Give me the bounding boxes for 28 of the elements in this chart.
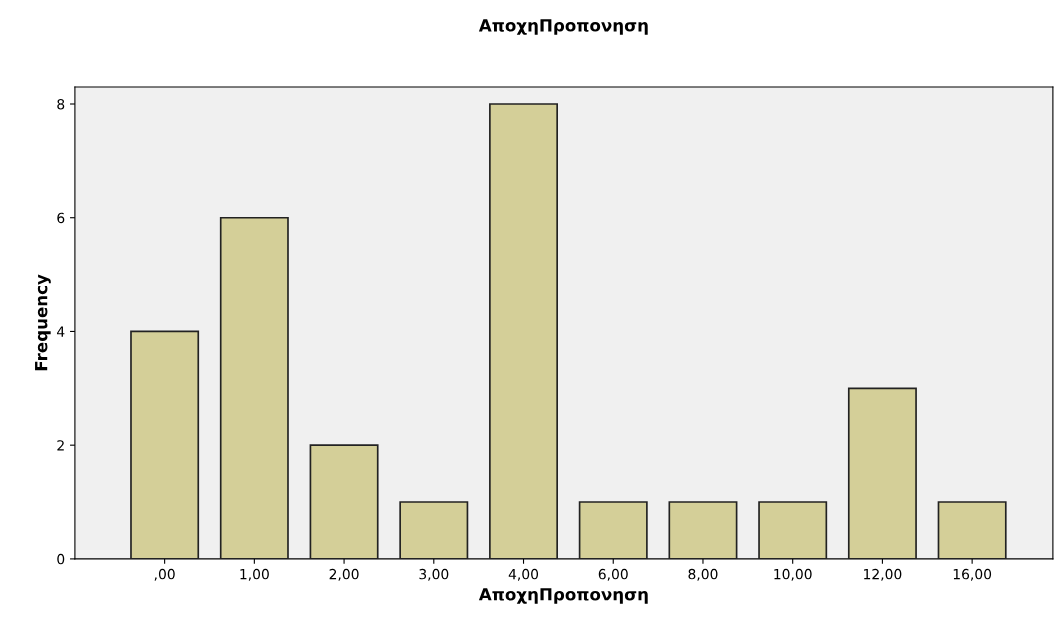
x-tick-label: 3,00 [419,568,449,581]
y-axis-title: Frequency [35,274,51,371]
x-tick-label: 16,00 [953,568,992,581]
bar [578,501,648,559]
x-tick-label: 1,00 [240,568,269,581]
bar [219,216,289,559]
bar [130,330,200,559]
y-tick-label: 6 [57,212,65,224]
y-tick-label: 4 [57,326,65,337]
y-tick-label: 0 [57,553,65,565]
bar [489,103,559,559]
x-tick-label: 2,00 [329,568,359,581]
x-tick-label: 4,00 [508,568,539,581]
chart-title: ΑποχηΠροπονηση [478,19,648,35]
bar [309,444,379,559]
bar [937,501,1007,559]
bar [399,501,469,559]
x-tick-label: 8,00 [688,568,718,581]
bar [668,501,738,559]
bar [758,501,828,559]
x-tick-label: 12,00 [864,568,902,581]
x-axis-title: ΑποχηΠροπονηση [478,588,648,604]
x-tick-label: 10,00 [774,568,812,581]
bar [847,387,917,559]
y-tick-label: 2 [57,440,64,451]
x-tick-label: 6,00 [598,568,628,581]
x-tick-label: ,00 [154,568,175,581]
y-tick-label: 8 [57,98,65,110]
